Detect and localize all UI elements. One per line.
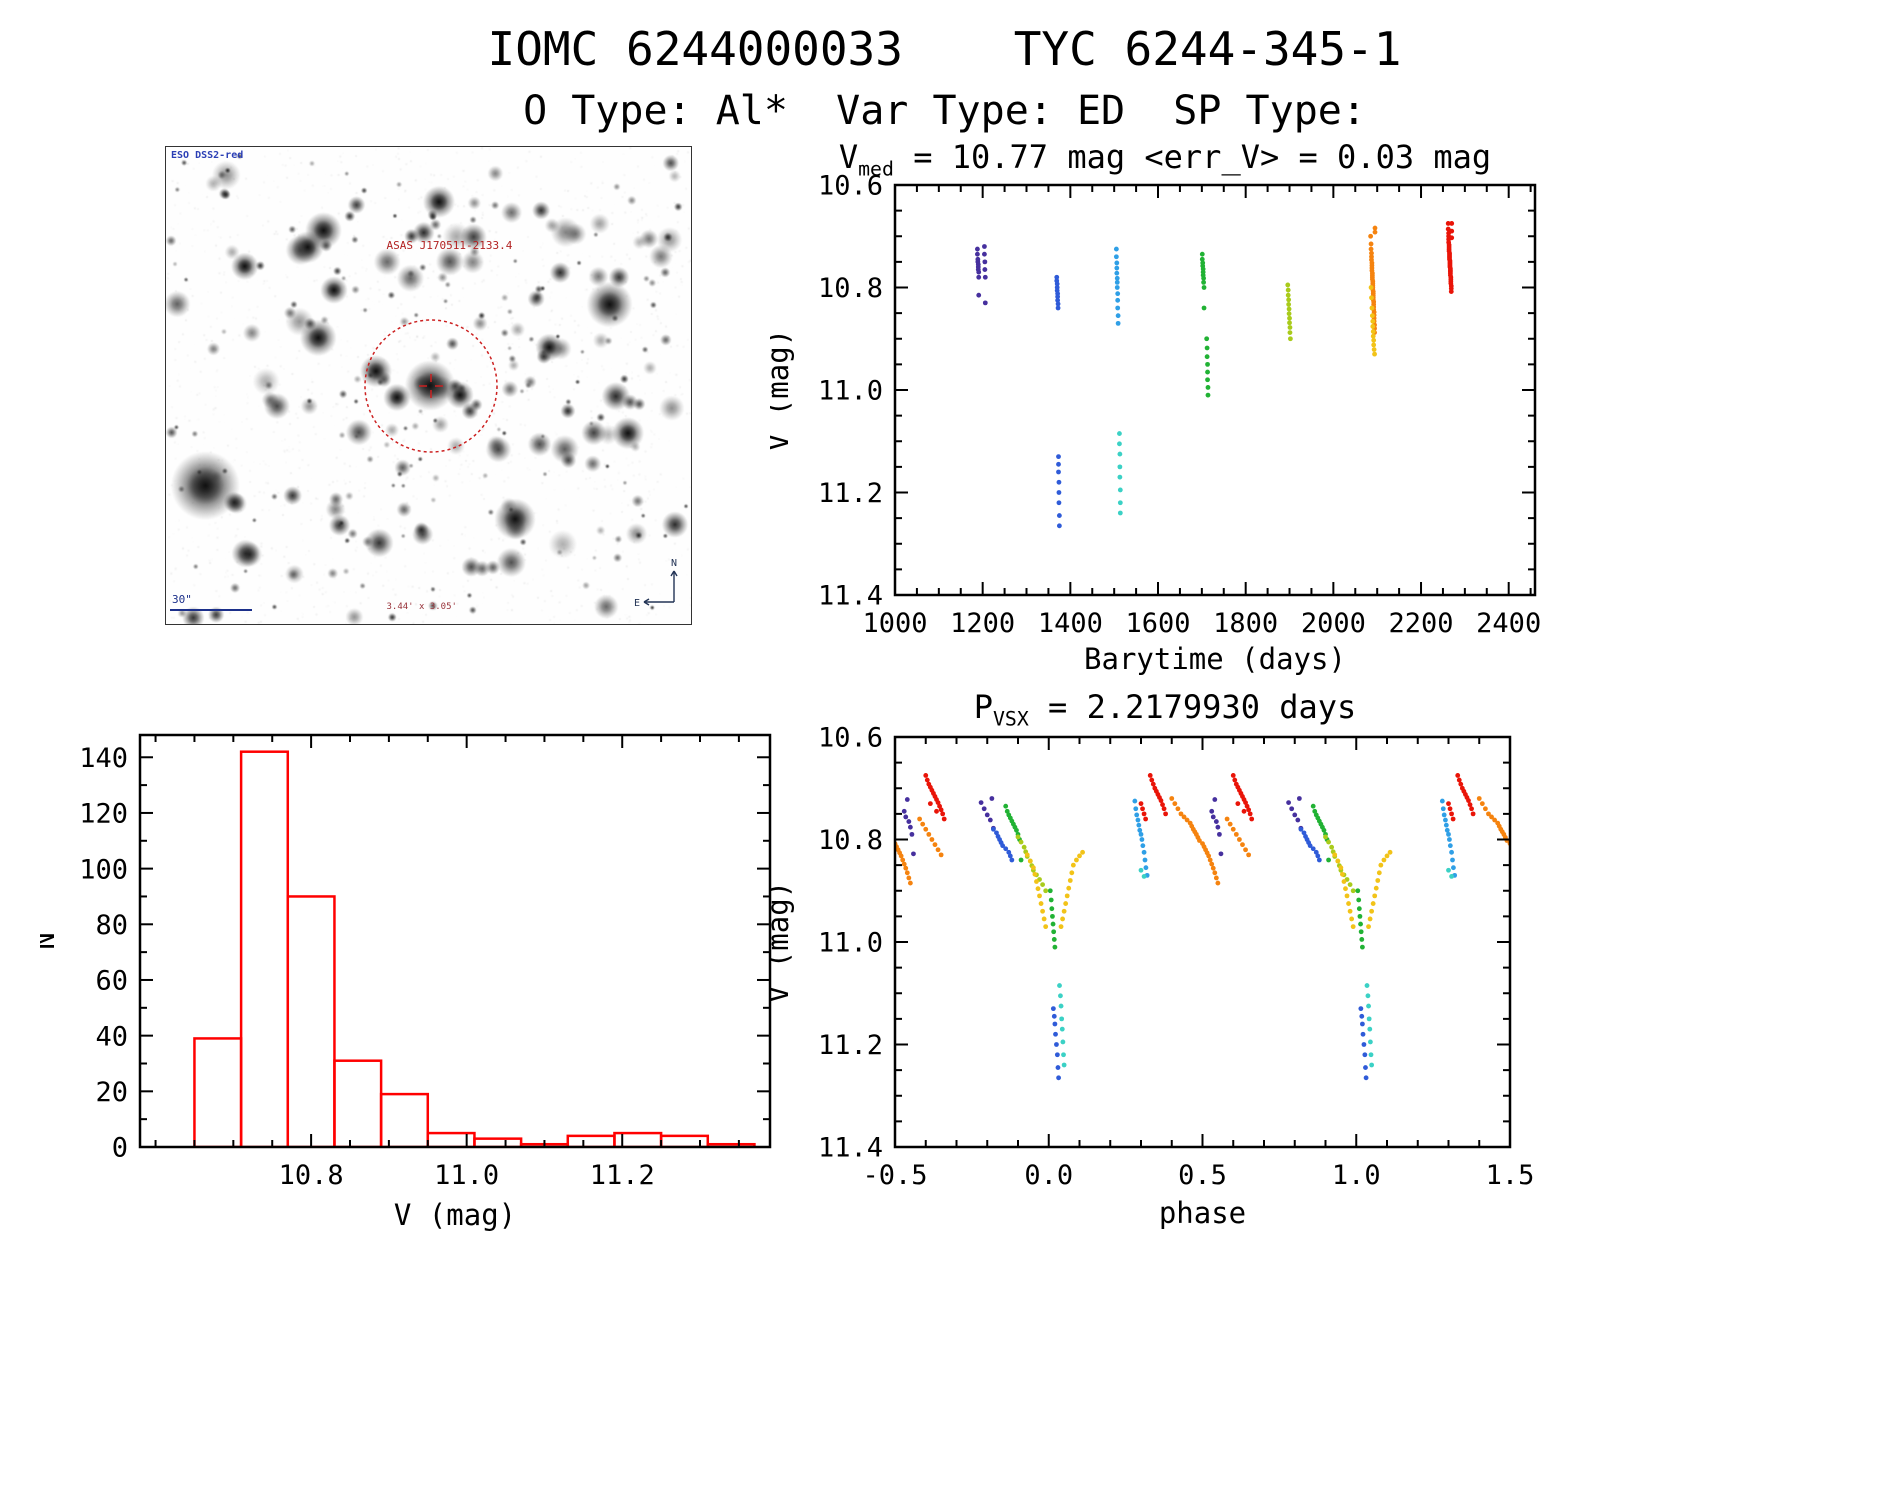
lightcurve-title-sub: med xyxy=(858,157,894,181)
phasecurve-title-base: P xyxy=(973,688,993,726)
svg-text:1200: 1200 xyxy=(950,608,1015,639)
svg-text:11.0: 11.0 xyxy=(434,1160,499,1191)
finding-chart: N E ESO DSS2-red ASAS J170511-2133.4 30"… xyxy=(165,146,692,625)
svg-text:10.8: 10.8 xyxy=(818,825,883,856)
svg-text:100: 100 xyxy=(79,854,128,885)
svg-text:11.2: 11.2 xyxy=(818,1030,883,1061)
svg-text:0.5: 0.5 xyxy=(1178,1160,1227,1191)
starfield-overlay: N E xyxy=(170,319,678,611)
svg-text:1.0: 1.0 xyxy=(1332,1160,1381,1191)
compass-east-label: E xyxy=(634,598,640,609)
scale-bar-label: 30" xyxy=(172,593,192,606)
lightcurve-title-rest: = 10.77 mag <err_V> = 0.03 mag xyxy=(893,138,1492,176)
svg-text:2000: 2000 xyxy=(1301,608,1366,639)
svg-text:0: 0 xyxy=(112,1133,128,1164)
page-subtitle: O Type: Al* Var Type: ED SP Type: xyxy=(523,88,1366,134)
starfield-image xyxy=(166,147,691,624)
phasecurve-title-rest: = 2.2179930 days xyxy=(1028,688,1357,726)
compass-north-label: N xyxy=(671,558,677,569)
svg-text:V (mag): V (mag) xyxy=(770,329,795,451)
page-title: IOMC 6244000033 TYC 6244-345-1 xyxy=(487,22,1402,76)
svg-text:0.0: 0.0 xyxy=(1024,1160,1073,1191)
svg-text:1000: 1000 xyxy=(862,608,927,639)
svg-text:11.2: 11.2 xyxy=(818,478,883,509)
phasecurve-canvas: -0.5 0.0 0.5 1.0 1.5 10.6 10.8 11.0 11.2 11.4 phas… xyxy=(761,723,1535,1230)
lightcurve-title: Vmed = 10.77 mag <err_V> = 0.03 mag xyxy=(770,138,1560,180)
svg-text:60: 60 xyxy=(95,966,128,997)
svg-text:11.0: 11.0 xyxy=(818,928,883,959)
svg-text:10.8: 10.8 xyxy=(818,273,883,304)
svg-text:80: 80 xyxy=(95,910,128,941)
svg-text:1800: 1800 xyxy=(1213,608,1278,639)
svg-text:N: N xyxy=(40,932,61,949)
lightcurve-title-base: V xyxy=(838,138,859,176)
lightcurve-plot: 1000 1200 1400 1600 1800 2000 2200 2400 10.6 10.8… xyxy=(761,150,1560,710)
phasecurve-title-sub: VSX xyxy=(992,707,1029,731)
svg-text:11.4: 11.4 xyxy=(818,581,883,612)
svg-text:11.4: 11.4 xyxy=(818,1133,883,1164)
target-crosshair-icon xyxy=(419,374,443,398)
compass-icon xyxy=(643,570,678,606)
magnitude-histogram: 10.8 11.0 11.2 0 20 40 60 80 100 120 140 V (mag) N xyxy=(27,700,780,1280)
target-name-label: ASAS J170511-2133.4 xyxy=(386,239,513,252)
svg-text:1600: 1600 xyxy=(1125,608,1190,639)
svg-text:2200: 2200 xyxy=(1389,608,1454,639)
svg-text:-0.5: -0.5 xyxy=(862,1160,927,1191)
svg-text:140: 140 xyxy=(79,743,128,774)
svg-text:phase: phase xyxy=(1159,1196,1246,1230)
svg-text:1400: 1400 xyxy=(1038,608,1103,639)
histogram-canvas: 10.8 11.0 11.2 0 20 40 60 80 100 120 140 V (mag) N xyxy=(27,733,772,1232)
svg-text:11.0: 11.0 xyxy=(818,376,883,407)
svg-text:V (mag): V (mag) xyxy=(770,881,795,1003)
svg-text:120: 120 xyxy=(79,799,128,830)
target-circle xyxy=(364,319,498,453)
phasecurve-title: PVSX = 2.2179930 days xyxy=(770,688,1560,730)
svg-text:Barytime (days): Barytime (days) xyxy=(1084,642,1346,676)
svg-text:10.8: 10.8 xyxy=(279,1160,344,1191)
svg-text:2400: 2400 xyxy=(1476,608,1541,639)
svg-text:1.5: 1.5 xyxy=(1486,1160,1535,1191)
phasecurve-plot: -0.5 0.0 0.5 1.0 1.5 10.6 10.8 11.0 11.2 11.4 phas… xyxy=(761,692,1560,1292)
field-size-label: 3.44' x 3.05' xyxy=(386,602,457,612)
svg-text:V (mag): V (mag) xyxy=(394,1198,516,1232)
svg-text:11.2: 11.2 xyxy=(590,1160,655,1191)
svg-text:10.6: 10.6 xyxy=(818,171,883,202)
svg-text:10.6: 10.6 xyxy=(818,723,883,754)
lightcurve-canvas: 1000 1200 1400 1600 1800 2000 2200 2400 10.6 10.8… xyxy=(761,171,1541,676)
svg-text:40: 40 xyxy=(95,1021,128,1052)
survey-label: ESO DSS2-red xyxy=(171,150,244,161)
svg-text:20: 20 xyxy=(95,1077,128,1108)
